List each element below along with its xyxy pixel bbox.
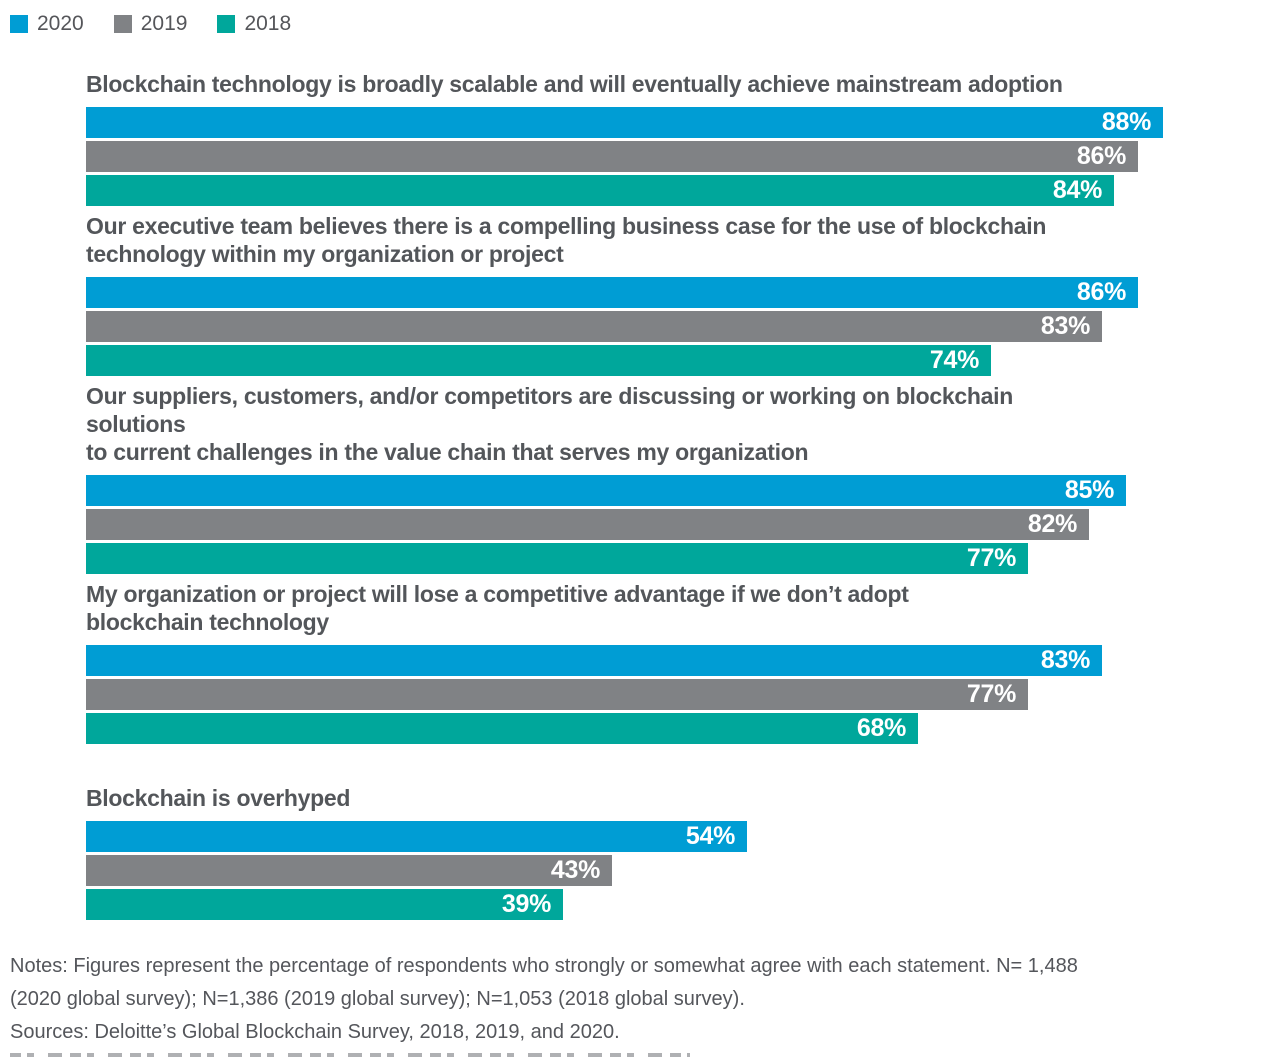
bar-2018: 84%	[86, 175, 1114, 206]
bar-2018: 39%	[86, 889, 563, 920]
bar-value-label: 77%	[966, 680, 1016, 708]
bar-value-label: 39%	[501, 890, 551, 918]
bar-2018: 77%	[86, 543, 1028, 574]
legend-swatch	[113, 15, 132, 33]
legend-item-2019: 2019	[113, 12, 188, 36]
legend-label: 2020	[37, 12, 84, 35]
bar-value-label: 43%	[550, 856, 600, 884]
legend-swatch	[217, 15, 236, 33]
bar-value-label: 86%	[1076, 142, 1126, 170]
statement-label: Our suppliers, customers, and/or competi…	[86, 383, 1013, 465]
statement-group: Our executive team believes there is a c…	[86, 212, 1280, 376]
bar-2020: 88%	[86, 107, 1163, 138]
bar-2019: 43%	[86, 855, 612, 886]
bar-value-label: 84%	[1052, 176, 1102, 204]
bar-2020: 86%	[86, 277, 1138, 308]
cropped-text-fragment	[10, 1053, 690, 1057]
notes-text: Notes: Figures represent the percentage …	[10, 955, 1078, 1010]
legend-label: 2019	[140, 12, 188, 35]
bar-2020: 54%	[86, 821, 747, 852]
chart-legend: 2020 2019 2018	[10, 12, 1280, 36]
statement-label: Blockchain is overhyped	[86, 785, 351, 811]
legend-label: 2018	[244, 12, 292, 35]
bar-2020: 85%	[86, 475, 1126, 506]
chart-footer: Notes: Figures represent the percentage …	[10, 950, 1255, 1049]
bar-value-label: 83%	[1040, 312, 1090, 340]
statement-label: My organization or project will lose a c…	[86, 581, 909, 635]
bar-2019: 82%	[86, 509, 1089, 540]
bar-2018: 68%	[86, 713, 918, 744]
bar-value-label: 86%	[1076, 278, 1126, 306]
bar-value-label: 74%	[929, 346, 979, 374]
legend-item-2020: 2020	[10, 12, 84, 36]
statement-label: Our executive team believes there is a c…	[86, 213, 1047, 267]
bar-chart: Blockchain technology is broadly scalabl…	[86, 70, 1280, 920]
bar-2020: 83%	[86, 645, 1102, 676]
statement-group: Blockchain is overhyped 54% 43% 39%	[86, 784, 1280, 920]
bar-value-label: 83%	[1040, 646, 1090, 674]
statement-label: Blockchain technology is broadly scalabl…	[86, 71, 1063, 97]
bar-2018: 74%	[86, 345, 991, 376]
legend-item-2018: 2018	[217, 12, 291, 36]
bar-value-label: 54%	[685, 822, 735, 850]
bar-2019: 77%	[86, 679, 1028, 710]
legend-swatch	[10, 15, 28, 33]
sources-text: Sources: Deloitte’s Global Blockchain Su…	[10, 1021, 620, 1043]
statement-group: Our suppliers, customers, and/or competi…	[86, 382, 1280, 574]
bar-2019: 83%	[86, 311, 1102, 342]
bar-2019: 86%	[86, 141, 1138, 172]
bar-value-label: 88%	[1101, 108, 1151, 136]
statement-group: Blockchain technology is broadly scalabl…	[86, 70, 1280, 206]
bar-value-label: 85%	[1064, 476, 1114, 504]
bar-value-label: 68%	[856, 714, 906, 742]
bar-value-label: 82%	[1027, 510, 1077, 538]
statement-group: My organization or project will lose a c…	[86, 580, 1280, 744]
bar-value-label: 77%	[966, 544, 1016, 572]
